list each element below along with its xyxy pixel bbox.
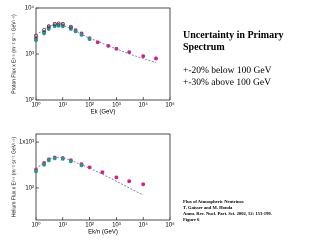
data-point <box>127 50 132 54</box>
data-point <box>127 179 132 184</box>
data-point <box>42 31 46 36</box>
x-tick-label: 10⁴ <box>139 102 149 109</box>
x-tick-label: 10⁰ <box>31 102 41 109</box>
y-tick-label: 1x10³ <box>19 140 34 146</box>
fit-line <box>35 156 144 196</box>
data-point <box>114 175 119 180</box>
plot-frame <box>35 7 171 101</box>
x-tick-label: 10⁴ <box>139 222 149 229</box>
fit-line <box>35 24 157 63</box>
x-tick-label: 10¹ <box>58 103 67 109</box>
data-point <box>42 162 46 167</box>
data-point <box>56 21 61 26</box>
x-axis-title: Ek (GeV) <box>91 110 116 116</box>
note: +-20% below 100 GeV <box>183 66 272 76</box>
data-point <box>68 24 73 29</box>
y-axis-title: Helium Flux x E²·⁵ (m⁻² sr⁻¹ GeV¹·⁵) <box>11 137 17 218</box>
data-point <box>52 22 57 26</box>
data-point <box>46 27 51 31</box>
y-tick-label: 10² <box>25 98 34 104</box>
heading: Uncertainty in Primary Spectrum <box>183 30 284 53</box>
data-point <box>106 43 111 48</box>
x-tick-label: 10³ <box>112 103 121 109</box>
x-tick-label: 10⁵ <box>165 102 175 109</box>
data-point <box>141 54 146 59</box>
y-tick-label: 10² <box>25 186 34 192</box>
x-tick-label: 10² <box>85 223 94 229</box>
x-tick-label: 10¹ <box>58 223 67 229</box>
data-point <box>34 33 38 38</box>
y-tick-label: 10⁴ <box>25 5 35 12</box>
data-point <box>46 158 51 163</box>
data-point <box>34 169 38 174</box>
x-tick-label: 10⁵ <box>165 222 175 229</box>
y-tick-label: 10³ <box>25 52 34 58</box>
plot-frame <box>35 133 171 221</box>
y-axis-title: Proton Flux x E²·⁵ (m⁻² sr⁻¹ GeV¹·⁵) <box>11 14 17 94</box>
x-axis-title: Ek/n (GeV) <box>88 230 118 236</box>
data-point <box>60 156 65 161</box>
data-point <box>154 56 158 61</box>
citation: Figure 6 <box>183 217 200 222</box>
citation: Annu. Rev. Nucl. Part. Sci. 2002, 52: 15… <box>183 211 272 216</box>
x-tick-label: 10⁰ <box>31 222 41 229</box>
x-tick-label: 10³ <box>112 223 121 229</box>
citation: T. Gaisser and M. Honda <box>183 205 233 210</box>
citation: Flux of Atmospheric Neutrinos <box>183 199 244 204</box>
data-point <box>46 24 51 29</box>
data-point <box>141 182 146 187</box>
data-point <box>100 170 105 175</box>
data-point <box>34 38 38 43</box>
x-tick-label: 10² <box>85 103 94 109</box>
note: +-30% above 100 GeV <box>183 78 271 88</box>
